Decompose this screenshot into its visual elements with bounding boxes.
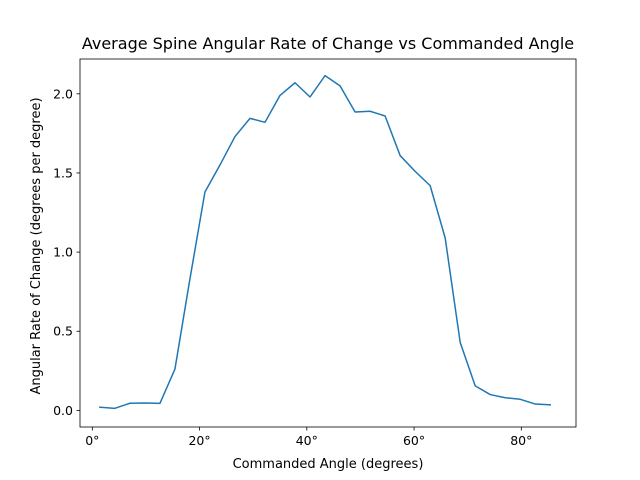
chart-title: Average Spine Angular Rate of Change vs … (82, 34, 574, 53)
axes-frame (79, 58, 577, 428)
y-tick-label: 1.0 (53, 245, 73, 260)
x-tick-label: 40° (296, 433, 318, 448)
y-tick-label: 1.5 (53, 165, 73, 180)
x-tick-label: 20° (188, 433, 210, 448)
x-tick-label: 80° (510, 433, 532, 448)
y-tick-label: 0.0 (53, 403, 73, 418)
x-axis-label: Commanded Angle (degrees) (233, 457, 424, 472)
x-tick-label: 0° (85, 433, 99, 448)
series-line-0 (99, 74, 552, 410)
x-tick-label: 60° (403, 433, 425, 448)
plot-area: 0° 20° 40° 60° 80° 0.0 0.5 1.0 1.5 2.0 (53, 58, 577, 448)
y-tick-label: 0.5 (53, 324, 73, 339)
y-axis-label: Angular Rate of Change (degrees per degr… (29, 97, 44, 394)
y-tick-label: 2.0 (53, 86, 73, 101)
